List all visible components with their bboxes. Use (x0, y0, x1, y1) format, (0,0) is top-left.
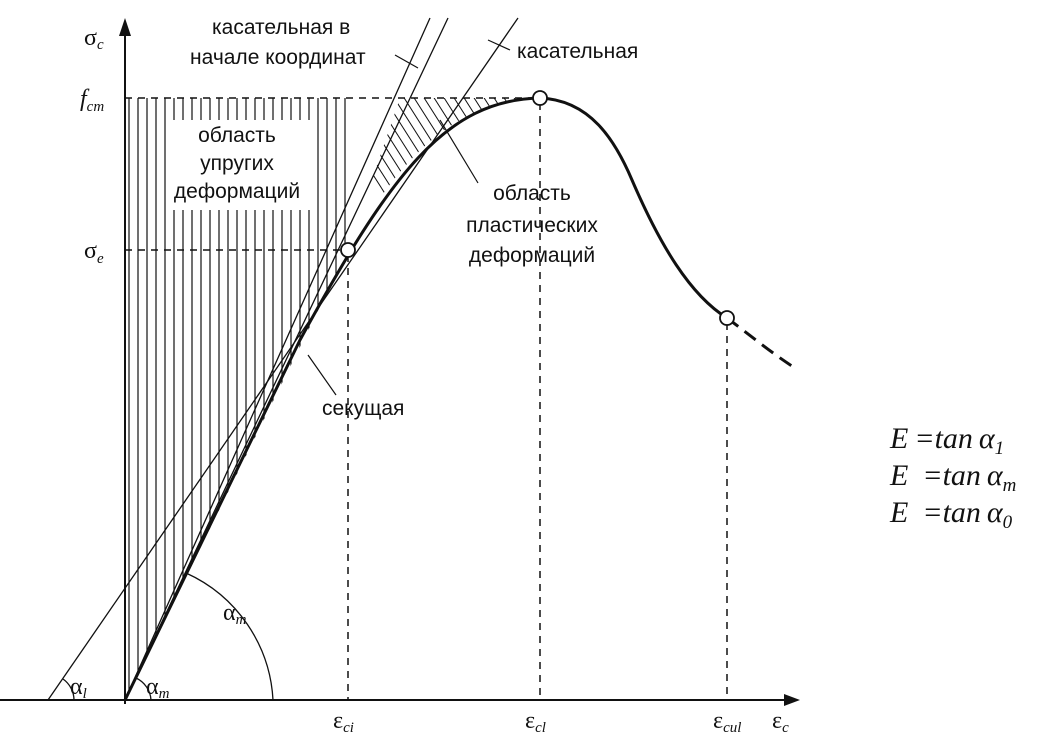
alpha-l-arc (62, 678, 75, 701)
x-tick-eps-cl: εcl (525, 708, 546, 736)
plastic-label-line2: пластических (466, 214, 598, 237)
alpha-m-small-arc (135, 677, 152, 701)
y-tick-sigma-e: σe (84, 238, 104, 267)
plastic-region-label: область пластических деформаций (466, 182, 598, 267)
x-tick-eps-cul: εcul (713, 708, 741, 736)
alpha-m-small-label: αm (146, 674, 170, 702)
equation-3: E =tan α0 (889, 496, 1013, 533)
tangent-at-origin-line (47, 17, 519, 701)
marker-eps-cul (719, 310, 735, 326)
x-axis-arrow (784, 694, 800, 706)
y-axis-label: σc (84, 25, 104, 53)
plastic-hatch-line (610, 60, 750, 280)
stress-strain-curve (123, 96, 796, 701)
y-axis-arrow (119, 18, 131, 36)
plastic-hatch-line (348, 98, 481, 250)
curve-rising-branch (123, 96, 541, 701)
tangent-label: касательная (517, 40, 638, 63)
elastic-label-line3: деформаций (174, 180, 300, 203)
plastic-hatch-line (590, 60, 730, 280)
secant-label: секущая (322, 397, 404, 420)
elastic-label-line1: область (198, 124, 276, 147)
secant-line (124, 17, 431, 701)
secant-leader (307, 354, 337, 396)
curve-dashed-tail (726, 316, 796, 370)
equation-1: E =tan α1 (889, 422, 1004, 459)
equations: E =tan α1 E =tan αm E =tan α0 (889, 422, 1016, 533)
plastic-leader (439, 119, 479, 184)
plastic-label-line3: деформаций (469, 244, 595, 267)
plastic-hatch-line (348, 98, 441, 250)
plastic-hatch-line (620, 60, 760, 280)
alpha-l-label: αl (70, 674, 87, 702)
tangent-origin-label-line2: начале координат (190, 46, 366, 69)
equation-2: E =tan αm (889, 459, 1016, 496)
y-tick-fcm: fcm (80, 86, 104, 115)
tangent-origin-label-line1: касательная в (212, 16, 350, 39)
alpha-m-large-arc (185, 572, 274, 701)
plastic-hatch-line (600, 60, 740, 280)
leader-lines (307, 39, 511, 396)
marker-peak (532, 90, 548, 106)
plastic-hatch-line (580, 60, 720, 280)
tangent-origin-leader (394, 54, 419, 69)
axes (0, 18, 800, 706)
elastic-region-label: область упругих деформаций (168, 120, 316, 210)
reference-lines (125, 97, 728, 700)
plastic-label-line1: область (493, 182, 571, 205)
alpha-m-large-label: αm (223, 600, 247, 628)
x-tick-eps-ci: εci (333, 708, 354, 736)
curve-descending-branch (539, 96, 728, 320)
plastic-hatch-line (348, 98, 451, 250)
elastic-label-line2: упругих (200, 152, 274, 175)
curve-markers (340, 90, 735, 326)
angle-arcs (62, 572, 274, 701)
tangent-leader (487, 39, 511, 51)
x-axis-label: εc (772, 708, 789, 736)
marker-eps-ci (340, 242, 356, 258)
